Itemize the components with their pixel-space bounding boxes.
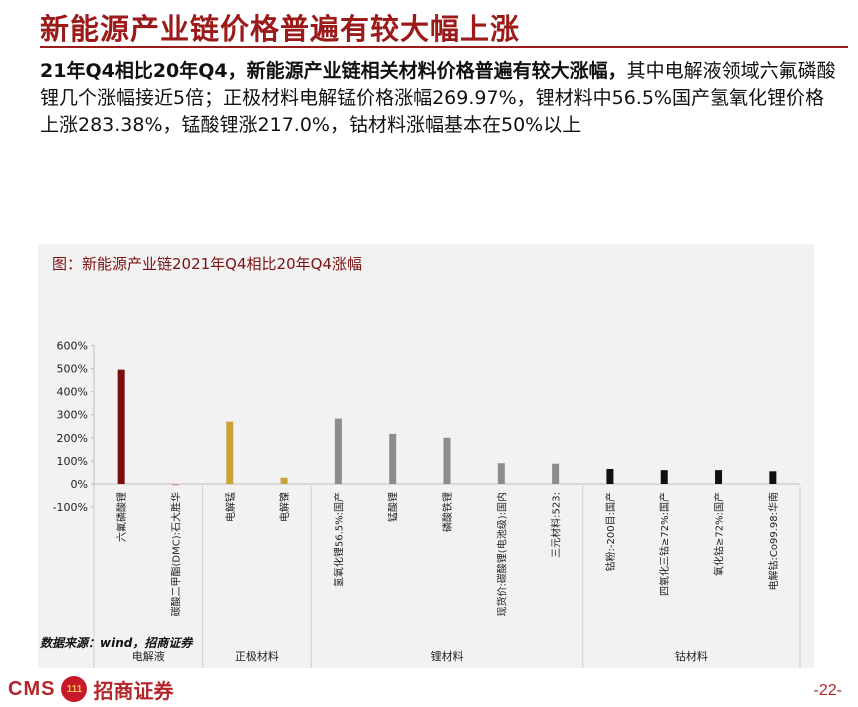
- bar: [171, 484, 179, 486]
- summary-bold: 21年Q4相比20年Q4，新能源产业链相关材料价格普遍有较大涨幅，: [40, 60, 627, 82]
- bar: [117, 369, 125, 484]
- chart-panel: [38, 244, 814, 668]
- chart-title: 图：新能源产业链2021年Q4相比20年Q4涨幅: [52, 255, 362, 273]
- y-tick-label: 100%: [57, 455, 88, 468]
- y-tick-label: 500%: [57, 363, 88, 376]
- summary-text: 21年Q4相比20年Q4，新能源产业链相关材料价格普遍有较大涨幅，其中电解液领域…: [40, 58, 840, 139]
- bar: [226, 421, 234, 484]
- category-label: 现货价:碳酸锂(电池级):国内: [495, 492, 508, 617]
- group-label: 锂材料: [431, 649, 464, 663]
- category-label: 钴粉:-200目:国产: [604, 492, 617, 571]
- logo-badge-icon: 111: [61, 676, 88, 702]
- y-tick-label: 600%: [57, 339, 88, 352]
- bar: [334, 418, 342, 484]
- bar: [280, 477, 288, 484]
- group-label: 电解液: [132, 649, 165, 663]
- category-label: 四氧化三钴≥72%:国产: [658, 492, 671, 596]
- category-label: 六氟磷酸锂: [115, 492, 128, 542]
- bar: [552, 463, 560, 484]
- y-tick-label: 0%: [71, 478, 88, 491]
- y-tick-label: -100%: [53, 501, 88, 514]
- page-title: 新能源产业链价格普遍有较大幅上涨: [40, 12, 521, 46]
- category-label: 氢氧化锂56.5%:国产: [332, 492, 345, 587]
- bar: [769, 471, 777, 484]
- category-label: 电解镍: [278, 492, 291, 522]
- category-label: 磷酸铁锂: [441, 492, 454, 532]
- category-label: 电解钴:Co99.98:华南: [767, 492, 780, 590]
- category-label: 锰酸锂: [387, 492, 400, 522]
- group-label: 钴材料: [675, 649, 708, 663]
- data-source: 数据来源：wind，招商证券: [40, 636, 193, 650]
- y-tick-label: 200%: [57, 432, 88, 445]
- logo-badge-text: 111: [66, 683, 83, 695]
- bar: [606, 468, 614, 484]
- category-label: 碳酸二甲酯(DMC):石大胜华: [169, 492, 182, 616]
- bar: [389, 433, 397, 484]
- cms-logo: CMS 111 招商证券: [8, 674, 173, 704]
- group-label: 正极材料: [235, 649, 279, 663]
- category-label: 氧化钴≥72%:国产: [713, 492, 726, 576]
- page-number: -22-: [813, 682, 842, 699]
- y-tick-label: 400%: [57, 386, 88, 399]
- bar: [443, 437, 451, 484]
- category-label: 电解锰: [224, 492, 237, 522]
- title-divider: [40, 46, 848, 48]
- logo-latin: CMS: [8, 677, 56, 700]
- bar: [715, 470, 723, 484]
- summary-rest: 其中电解液领域六氟磷酸锂几个涨幅接近5倍；正极材料电解锰价格涨幅269.97%，…: [40, 60, 836, 136]
- bar: [497, 463, 505, 484]
- category-label: 三元材料:523:: [550, 492, 563, 558]
- y-tick-label: 300%: [57, 409, 88, 422]
- bar: [660, 470, 668, 484]
- logo-chinese: 招商证券: [93, 678, 174, 703]
